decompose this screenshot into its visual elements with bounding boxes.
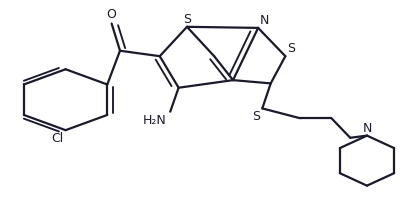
Text: H₂N: H₂N [142, 114, 166, 127]
Text: O: O [107, 8, 117, 21]
Text: S: S [252, 110, 260, 122]
Text: S: S [183, 13, 191, 26]
Text: N: N [362, 122, 372, 134]
Text: N: N [260, 14, 270, 27]
Text: S: S [287, 42, 295, 55]
Text: Cl: Cl [51, 132, 63, 145]
